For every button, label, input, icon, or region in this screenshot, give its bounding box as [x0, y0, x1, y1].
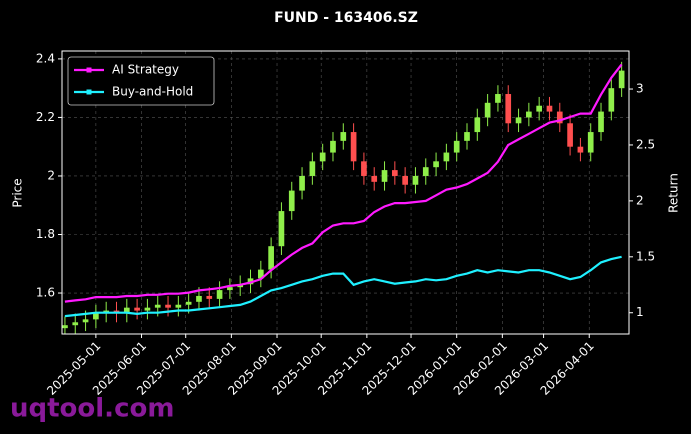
candle-body — [474, 117, 481, 133]
candle-body — [93, 313, 99, 320]
candle-body — [185, 301, 192, 305]
candle-body — [123, 307, 130, 314]
candle-body — [587, 132, 594, 153]
candle-body — [618, 70, 625, 89]
candle-body — [464, 132, 470, 141]
y2-tick-label: 1 — [636, 305, 644, 319]
y2-tick-label: 1.5 — [636, 249, 655, 263]
candle-body — [361, 161, 367, 176]
candle-body — [515, 117, 522, 124]
candle-body — [371, 175, 378, 182]
candle-body — [495, 94, 501, 103]
candle-body — [608, 88, 615, 112]
y-tick-label: 2.4 — [36, 51, 55, 65]
candle-body — [134, 307, 140, 311]
legend-label: AI Strategy — [112, 63, 179, 77]
candle-body — [443, 152, 450, 162]
candle-body — [526, 111, 532, 118]
plot-frame — [61, 50, 630, 335]
candle-body — [165, 304, 171, 308]
candle-body — [257, 269, 264, 279]
y-axis-label: Price — [11, 178, 25, 207]
watermark: uqtool.com — [10, 394, 174, 424]
plot — [62, 61, 625, 334]
candle-body — [278, 211, 285, 247]
candle-body — [556, 111, 563, 124]
y-tick-label: 2 — [47, 168, 55, 182]
series-line — [64, 255, 622, 318]
y-tick-label: 1.8 — [36, 227, 55, 241]
y2-tick-label: 2.5 — [636, 137, 655, 151]
candle-body — [206, 295, 213, 299]
candle-body — [247, 278, 254, 285]
candle-body — [154, 304, 161, 308]
candle-body — [299, 175, 305, 191]
candle-body — [72, 322, 79, 326]
candle-body — [350, 132, 357, 162]
y-tick-label: 1.6 — [36, 286, 55, 300]
candle-body — [433, 161, 439, 168]
candle-body — [546, 105, 553, 112]
legend-label: Buy-and-Hold — [112, 85, 193, 99]
candle-body — [144, 307, 151, 311]
candle-body — [196, 295, 202, 302]
candle-body — [536, 105, 542, 112]
y2-tick-label: 3 — [636, 82, 644, 96]
candle-body — [392, 170, 398, 176]
candle-body — [484, 102, 491, 118]
candle-body — [340, 132, 347, 141]
candle-body — [402, 175, 408, 185]
candle-body — [227, 287, 233, 291]
candle-body — [82, 319, 89, 323]
candle-body — [330, 140, 336, 153]
candle-body — [62, 325, 68, 329]
candle-body — [319, 152, 326, 162]
legend-box — [67, 56, 215, 106]
y2-tick-label: 2 — [636, 193, 644, 207]
candle-body — [216, 290, 223, 299]
y-tick-label: 2.2 — [36, 110, 55, 124]
candle-body — [412, 175, 419, 185]
series-line — [64, 63, 623, 303]
legend-marker — [86, 67, 92, 73]
candle-body — [381, 170, 388, 182]
candle-body — [175, 304, 182, 308]
chart-title: FUND - 163406.SZ — [274, 10, 418, 26]
candle-body — [268, 246, 274, 270]
candle-body — [309, 161, 316, 176]
candle-body — [577, 146, 584, 153]
candle-body — [505, 94, 512, 124]
candle-body — [453, 140, 460, 153]
candle-body — [288, 190, 295, 212]
y2-axis-label: Return — [667, 173, 681, 213]
candle-body — [598, 111, 604, 133]
legend-marker — [86, 89, 92, 95]
candle-body — [567, 123, 573, 147]
candle-body — [422, 167, 429, 176]
